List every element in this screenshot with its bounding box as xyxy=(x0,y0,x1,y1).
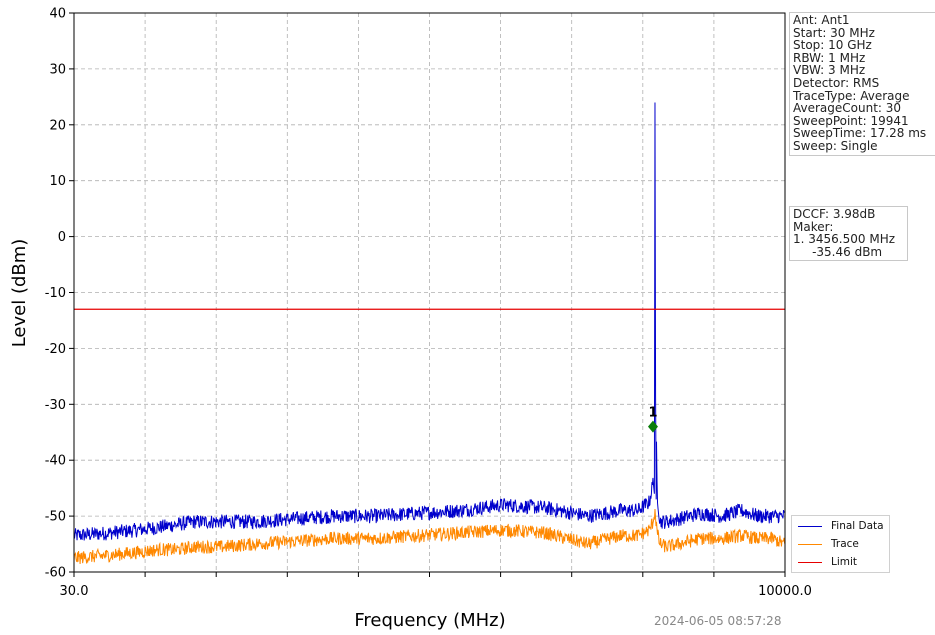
timestamp: 2024-06-05 08:57:28 xyxy=(654,614,782,628)
measurement-settings-box: Ant: Ant1 Start: 30 MHz Stop: 10 GHz RBW: 1… xyxy=(789,12,935,156)
settings-line: Detector: RMS xyxy=(793,75,880,90)
dccf-line: -35.46 dBm xyxy=(793,244,883,259)
y-tick-label: 20 xyxy=(49,118,66,133)
series-final-data-line xyxy=(73,102,786,541)
series-layer xyxy=(73,102,786,564)
x-axis-label: Frequency (MHz) xyxy=(354,610,505,631)
legend-item-limit: Limit xyxy=(798,555,857,569)
settings-line: Stop: 10 GHz xyxy=(793,38,872,53)
dccf-line: 1. 3456.500 MHz xyxy=(793,232,896,247)
legend-label-final-data: Final Data xyxy=(831,520,884,532)
legend-swatch-trace xyxy=(798,543,822,545)
settings-line: AverageCount: 30 xyxy=(793,101,902,116)
legend-item-trace: Trace xyxy=(798,537,859,551)
y-axis-ticks: 40 30 20 10 0 -10 -20 -30 -40 -50 -60 xyxy=(45,7,74,581)
legend-swatch-final-data xyxy=(798,525,822,527)
settings-line: Sweep: Single xyxy=(793,138,878,153)
y-tick-label: -10 xyxy=(45,286,66,301)
y-tick-label: -40 xyxy=(45,454,66,469)
legend-label-trace: Trace xyxy=(831,538,859,550)
marker-label: 1 xyxy=(648,406,657,421)
grid-lines xyxy=(74,12,785,573)
settings-line: Ant: Ant1 xyxy=(793,13,850,27)
x-axis-ticks: 30.0 10000.0 xyxy=(60,572,812,599)
x-tick-label: 10000.0 xyxy=(758,584,812,599)
y-tick-label: -20 xyxy=(45,342,66,357)
y-tick-label: 30 xyxy=(49,62,66,77)
settings-line: TraceType: Average xyxy=(793,88,910,103)
x-tick-label: 30.0 xyxy=(60,584,89,599)
dccf-line: Maker: xyxy=(793,219,834,234)
marker-diamond xyxy=(647,420,658,433)
marker-layer: 1 xyxy=(647,406,658,433)
settings-line: RBW: 1 MHz xyxy=(793,50,866,65)
settings-line: VBW: 3 MHz xyxy=(793,63,866,78)
y-tick-label: -30 xyxy=(45,398,66,413)
dccf-line: DCCF: 3.98dB xyxy=(793,207,876,221)
settings-line: SweepTime: 17.28 ms xyxy=(793,126,927,141)
legend-label-limit: Limit xyxy=(831,556,858,568)
y-tick-label: 10 xyxy=(49,174,66,189)
y-tick-label: -50 xyxy=(45,510,66,525)
y-tick-label: 40 xyxy=(49,7,66,22)
y-axis-label: Level (dBm) xyxy=(9,239,30,348)
settings-line: SweepPoint: 19941 xyxy=(793,113,909,128)
y-tick-label: -60 xyxy=(45,566,66,581)
legend-swatch-limit xyxy=(798,561,822,563)
dccf-marker-box: DCCF: 3.98dB Maker: 1. 3456.500 MHz -35.46… xyxy=(789,206,908,262)
y-tick-label: 0 xyxy=(58,230,66,245)
legend: Final Data Trace Limit xyxy=(791,515,890,573)
series-trace-line xyxy=(73,509,786,564)
legend-item-final-data: Final Data xyxy=(798,519,884,533)
settings-line: Start: 30 MHz xyxy=(793,25,875,40)
